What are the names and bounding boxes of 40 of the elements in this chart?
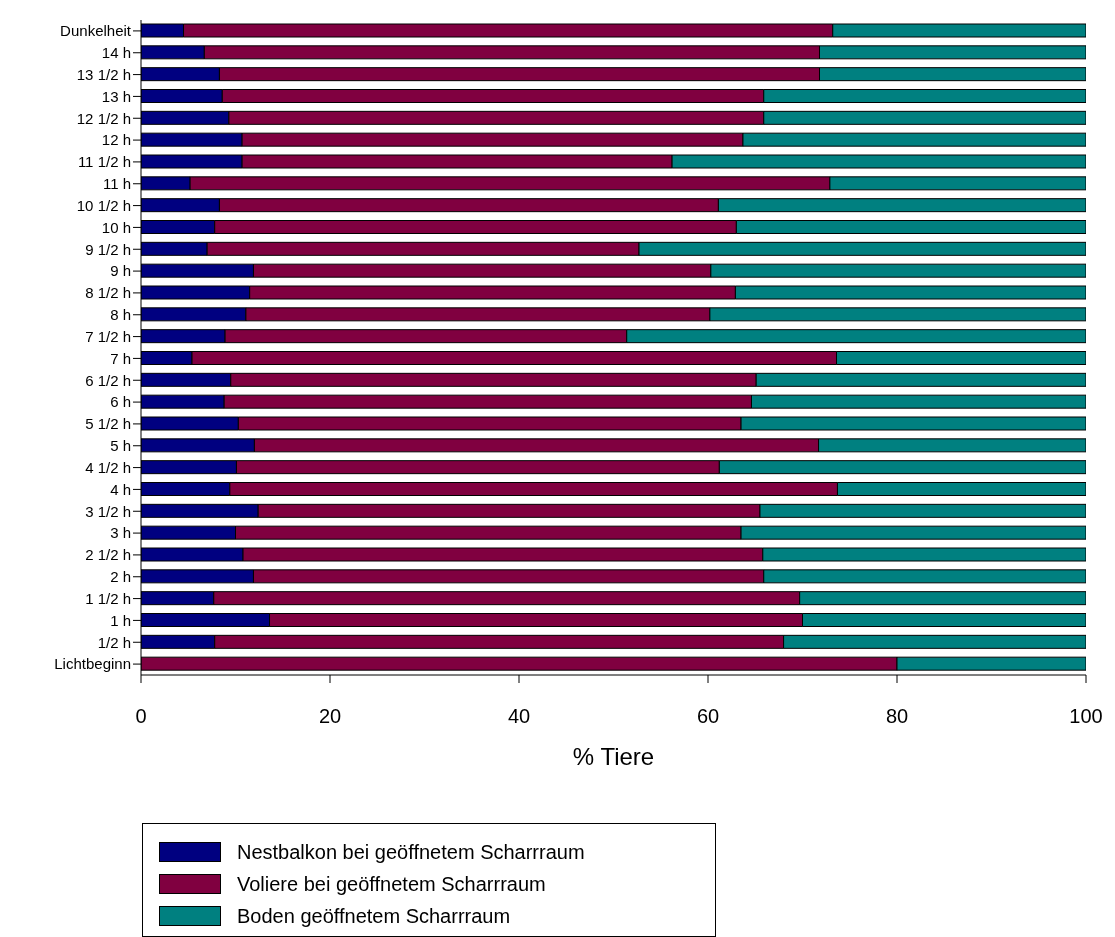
x-tick-label: 40 <box>507 705 531 728</box>
legend-label: Nestbalkon bei geöffnetem Scharrraum <box>237 840 585 864</box>
y-tick-label: 13 h <box>101 87 131 105</box>
y-tick-label: 7 1/2 h <box>85 327 131 345</box>
y-tick-label: 1/2 h <box>97 633 131 651</box>
y-tick-label: 1 1/2 h <box>85 589 131 607</box>
legend-label: Boden geöffnetem Scharrraum <box>237 904 511 928</box>
y-tick-label: 9 h <box>110 262 131 280</box>
y-tick-label: 11 h <box>102 175 131 193</box>
y-tick-label: 10 1/2 h <box>76 196 131 214</box>
x-tick-label: 20 <box>318 705 342 728</box>
y-tick-label: 12 h <box>101 131 131 149</box>
y-tick-label: 4 h <box>110 480 131 498</box>
y-tick-label: 14 h <box>101 44 131 62</box>
y-tick-label: 13 1/2 h <box>76 65 131 83</box>
y-tick-label: 11 1/2 h <box>77 153 131 171</box>
y-tick-label: 7 h <box>110 349 131 367</box>
y-tick-label: 6 1/2 h <box>85 371 131 389</box>
x-tick-label: 80 <box>885 705 909 728</box>
y-tick-label: 1 h <box>110 611 131 629</box>
x-axis-title: % Tiere <box>572 743 655 770</box>
x-tick-label: 60 <box>696 705 720 728</box>
y-tick-label: 5 1/2 h <box>85 415 131 433</box>
y-tick-label: 2 1/2 h <box>85 546 131 564</box>
x-tick-label: 0 <box>135 705 147 728</box>
y-tick-label: 4 1/2 h <box>85 458 131 476</box>
legend-label: Voliere bei geöffnetem Scharrraum <box>237 872 546 896</box>
y-tick-label: Lichtbeginn <box>54 655 131 673</box>
y-tick-label: 2 h <box>110 568 131 586</box>
y-tick-label: 6 h <box>110 393 131 411</box>
y-tick-label: 3 h <box>110 524 131 542</box>
y-tick-label: 12 1/2 h <box>76 109 131 127</box>
x-tick-label: 100 <box>1069 705 1103 728</box>
y-tick-label: 10 h <box>101 218 131 236</box>
y-tick-label: 5 h <box>110 437 131 455</box>
y-tick-label: Dunkelheit <box>60 22 132 40</box>
y-tick-label: 8 h <box>110 306 131 324</box>
y-tick-label: 9 1/2 h <box>85 240 131 258</box>
y-tick-label: 8 1/2 h <box>85 284 131 302</box>
y-tick-label: 3 1/2 h <box>85 502 131 520</box>
